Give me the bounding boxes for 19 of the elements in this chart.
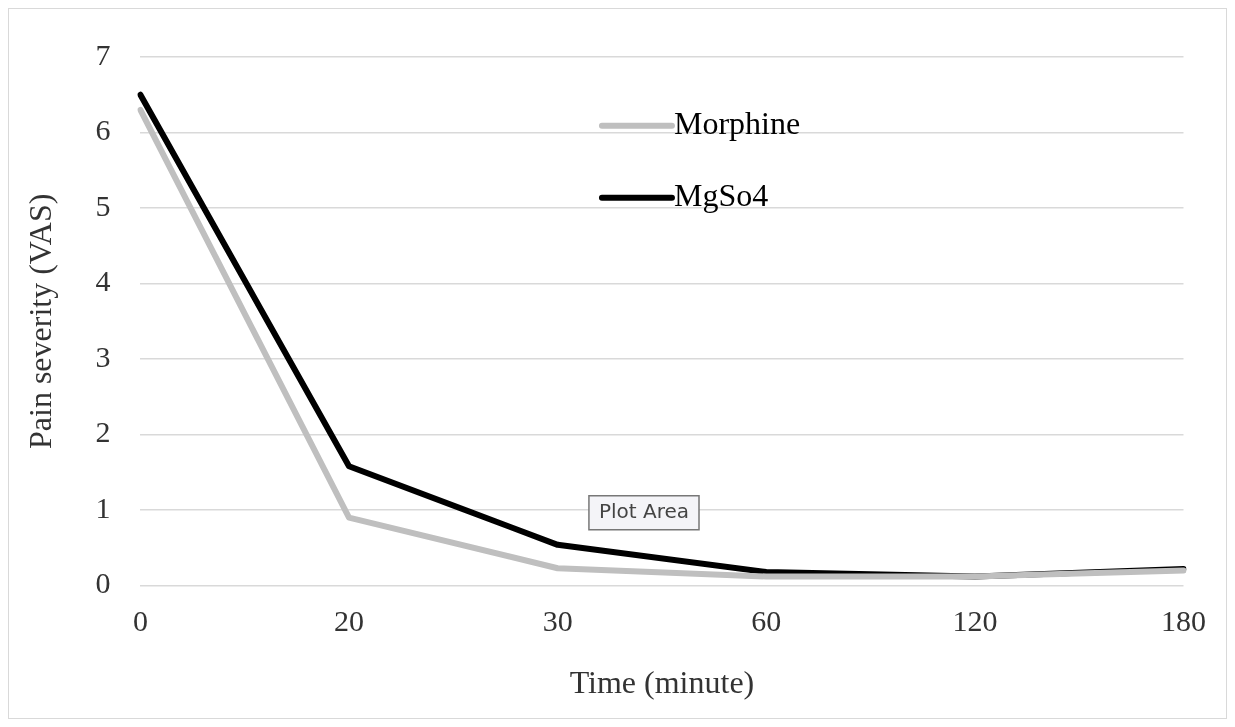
x-tick-label: 120 — [952, 604, 998, 638]
y-tick-label: 7 — [95, 37, 111, 71]
y-tick-label: 6 — [95, 113, 111, 147]
y-axis-title: Pain severity (VAS) — [21, 193, 58, 449]
x-tick-label: 0 — [132, 604, 148, 638]
y-tick-label: 1 — [95, 490, 111, 524]
y-tick-label: 5 — [95, 188, 111, 222]
x-tick-label: 60 — [751, 604, 782, 638]
annotation: Plot Area — [598, 498, 690, 523]
y-tick-label: 2 — [95, 415, 111, 449]
y-tick-label: 4 — [95, 264, 111, 298]
x-tick-label: 30 — [542, 604, 573, 638]
y-tick-label: 0 — [95, 566, 111, 600]
y-tick-label: 3 — [95, 339, 111, 373]
x-tick-label: 180 — [1161, 604, 1206, 638]
legend-label: Morphine — [673, 105, 801, 142]
x-axis-title: Time (minute) — [569, 664, 755, 701]
legend-label: MgSo4 — [673, 177, 769, 214]
x-tick-label: 20 — [334, 604, 365, 638]
